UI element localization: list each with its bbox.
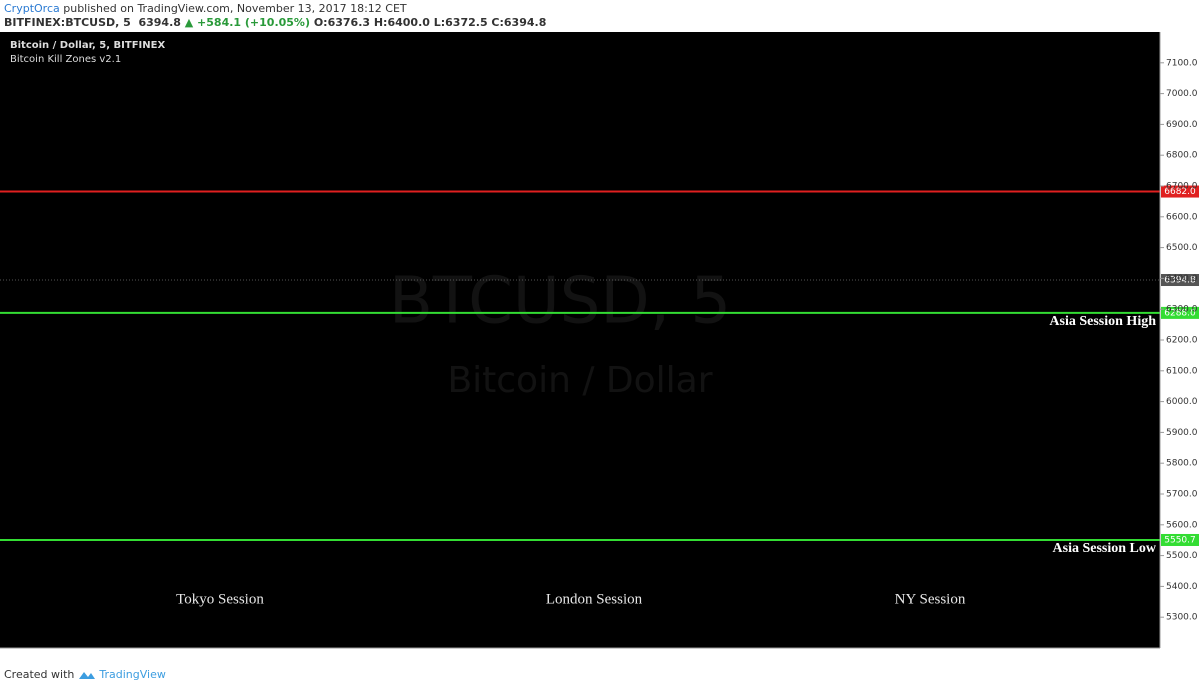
session-label: Tokyo Session (176, 591, 264, 607)
footer-brand[interactable]: TradingView (99, 668, 166, 681)
session-label: NY Session (895, 591, 966, 607)
y-tick-label: 6200.0 (1166, 336, 1198, 346)
header-line: BITFINEX:BTCUSD, 5 6394.8 ▲ +584.1 (+10.… (4, 16, 546, 30)
y-tick-label: 6600.0 (1166, 212, 1198, 222)
level-name: Asia Session Low (1053, 541, 1157, 556)
level-price-box (1161, 533, 1199, 546)
y-tick-label: 5600.0 (1166, 520, 1198, 530)
y-tick-label: 6700.0 (1166, 182, 1198, 192)
watermark: BTCUSD, 5 (389, 265, 731, 339)
axes: 6682.0 6394.8 6288.0 5550.7 5300.0 5400.0 5500… (10, 40, 1199, 623)
footer-created: Created with (4, 668, 75, 681)
price: 6394.8 (138, 16, 181, 29)
chart-title: Bitcoin / Dollar, 5, BITFINEX (10, 40, 165, 51)
footer: Created with TradingView (4, 668, 166, 681)
y-tick-label: 5700.0 (1166, 490, 1198, 500)
level-price-box (1161, 306, 1199, 319)
level-name: Asia Session High (1049, 314, 1156, 329)
plot: BTCUSD, 5 Bitcoin / Dollar Tokyo Session Lo… (0, 190, 1160, 607)
symbol: BITFINEX:BTCUSD, 5 (4, 16, 131, 29)
author[interactable]: CryptOrca (4, 2, 60, 15)
y-tick-label: 5800.0 (1166, 459, 1198, 469)
y-tick-label: 6000.0 (1166, 397, 1198, 407)
y-tick-label: 5300.0 (1166, 613, 1198, 623)
y-tick-label: 6500.0 (1166, 243, 1198, 253)
chart-subtitle: Bitcoin Kill Zones v2.1 (10, 54, 121, 65)
level-price-label: 5550.7 (1164, 535, 1196, 545)
y-tick-label: 6400.0 (1166, 274, 1198, 284)
y-tick-label: 7100.0 (1166, 58, 1198, 68)
y-tick-label: 5500.0 (1166, 551, 1198, 561)
session-label: London Session (546, 591, 643, 607)
header: CryptOrca published on TradingView.com, … (4, 2, 546, 30)
level-price-box (1161, 185, 1199, 198)
ohlc: O:6376.3 H:6400.0 L:6372.5 C:6394.8 (313, 16, 547, 29)
y-tick-label: 6300.0 (1166, 305, 1198, 315)
y-tick-label: 7000.0 (1166, 89, 1198, 99)
plot-background (0, 32, 1160, 648)
y-tick-label: 5400.0 (1166, 582, 1198, 592)
header-line: CryptOrca published on TradingView.com, … (4, 2, 546, 16)
level-price-box (1161, 274, 1199, 287)
level-price-label: 6288.0 (1164, 308, 1196, 318)
watermark: Bitcoin / Dollar (447, 360, 712, 401)
y-tick-label: 6800.0 (1166, 151, 1198, 161)
level-price-label: 6394.8 (1164, 276, 1196, 286)
y-tick-label: 6900.0 (1166, 120, 1198, 130)
chart: BTCUSD, 5 Bitcoin / Dollar Tokyo Session Lo… (0, 32, 1199, 649)
logo (78, 672, 95, 679)
change: ▲ +584.1 (+10.05%) (184, 16, 310, 29)
y-tick-label: 6100.0 (1166, 366, 1198, 376)
y-tick-label: 5900.0 (1166, 428, 1198, 438)
published: published on TradingView.com, November 1… (63, 2, 407, 15)
level-price-label: 6682.0 (1164, 187, 1196, 197)
